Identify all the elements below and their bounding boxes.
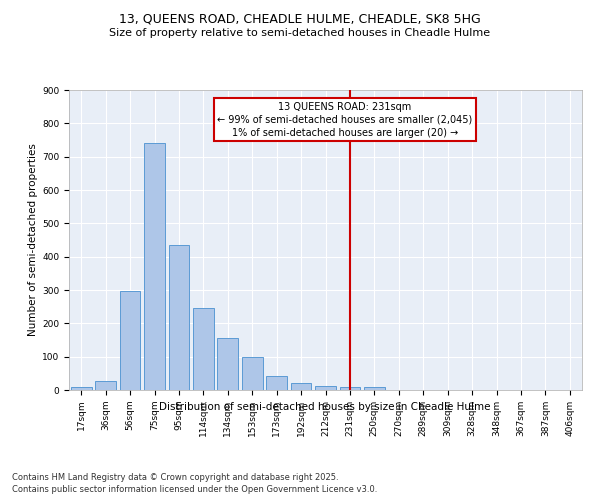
Text: Contains HM Land Registry data © Crown copyright and database right 2025.: Contains HM Land Registry data © Crown c… [12,472,338,482]
Text: Contains public sector information licensed under the Open Government Licence v3: Contains public sector information licen… [12,485,377,494]
Bar [242,358,263,390]
Bar [71,388,92,390]
Bar [193,308,214,390]
Bar [315,386,336,390]
Text: Size of property relative to semi-detached houses in Cheadle Hulme: Size of property relative to semi-detach… [109,28,491,38]
Bar [266,376,287,390]
Bar [364,388,385,390]
Bar [144,144,165,390]
Bar [119,290,140,390]
Bar [217,338,238,390]
Bar [95,380,116,390]
Y-axis label: Number of semi-detached properties: Number of semi-detached properties [28,144,38,336]
Text: 13 QUEENS ROAD: 231sqm
← 99% of semi-detached houses are smaller (2,045)
1% of s: 13 QUEENS ROAD: 231sqm ← 99% of semi-det… [217,102,473,138]
Text: 13, QUEENS ROAD, CHEADLE HULME, CHEADLE, SK8 5HG: 13, QUEENS ROAD, CHEADLE HULME, CHEADLE,… [119,12,481,26]
Bar [290,384,311,390]
Bar [340,386,361,390]
Bar [169,245,190,390]
Text: Distribution of semi-detached houses by size in Cheadle Hulme: Distribution of semi-detached houses by … [160,402,491,412]
